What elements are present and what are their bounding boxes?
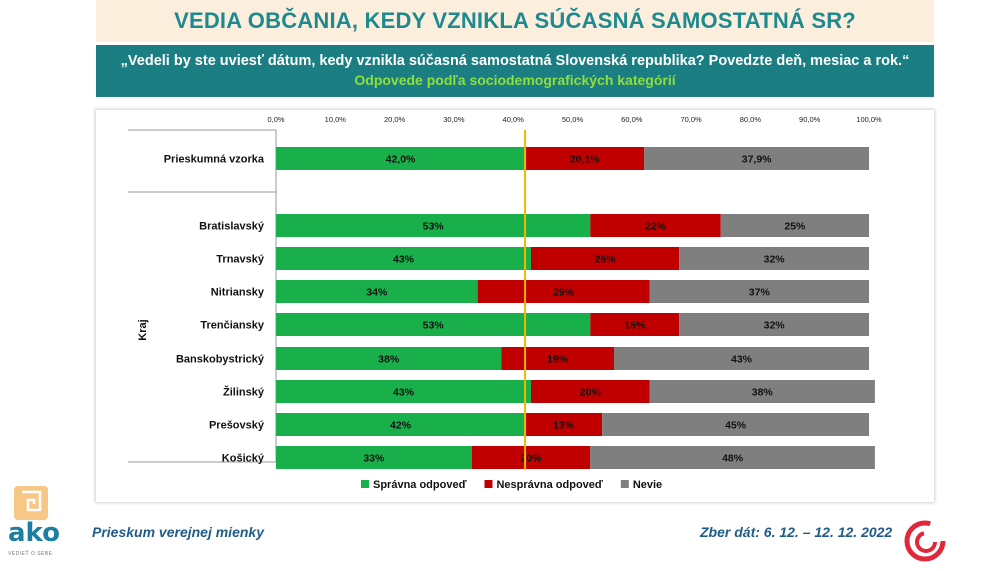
data-label: 20%: [580, 387, 602, 399]
data-label: 25%: [595, 254, 617, 266]
bar-segment: [644, 147, 869, 170]
chart-subtitle: Odpovede podľa sociodemografických kateg…: [354, 72, 676, 88]
chart-panel: 0,0% 10,0% 20,0% 30,0% 40,0% 50,0% 60,0% 70,0% 8…: [96, 110, 934, 502]
data-label: 48%: [722, 453, 744, 465]
bar-segment: [276, 347, 502, 370]
legend-label: Nevie: [633, 479, 662, 491]
data-label: 32%: [764, 254, 786, 266]
legend-swatch: [484, 480, 493, 488]
category-label: Banskobystrický: [176, 354, 265, 366]
category-label: Nitriansky: [211, 287, 265, 299]
bar-segment: [530, 247, 680, 270]
logo-text: ako: [8, 518, 60, 548]
bar-segment: [276, 413, 526, 436]
x-tick-label: 10,0%: [325, 115, 347, 124]
data-label: 29%: [553, 287, 575, 299]
stacked-bar-chart: 0,0% 10,0% 20,0% 30,0% 40,0% 50,0% 60,0% 70,0% 8…: [128, 115, 882, 491]
category-label: Košický: [222, 453, 265, 465]
data-label: 20%: [520, 453, 542, 465]
data-label: 45%: [725, 420, 747, 432]
bar-segment: [590, 313, 680, 336]
question-band: „Vedeli by ste uviesť dátum, kedy vznikl…: [96, 45, 934, 97]
x-tick-label: 0,0%: [267, 115, 284, 124]
category-label: Trnavský: [216, 254, 265, 266]
data-label: 43%: [393, 387, 415, 399]
x-tick-label: 70,0%: [680, 115, 702, 124]
title-band: VEDIA OBČANIA, KEDY VZNIKLA SÚČASNÁ SAMO…: [96, 0, 934, 42]
data-label: 42,0%: [386, 154, 416, 166]
bar-segment: [614, 347, 869, 370]
bar-segment: [276, 147, 526, 170]
data-label: 53%: [423, 221, 445, 233]
category-label: Žilinský: [223, 386, 265, 399]
footer-collection-date: Zber dát: 6. 12. – 12. 12. 2022: [700, 524, 893, 540]
survey-question: „Vedeli by ste uviesť dátum, kedy vznikl…: [120, 53, 910, 69]
bar-segment: [501, 347, 615, 370]
data-label: 20,1%: [570, 154, 600, 166]
x-tick-label: 40,0%: [503, 115, 525, 124]
data-label: 43%: [731, 354, 753, 366]
category-label: Bratislavský: [199, 221, 265, 233]
x-tick-label: 30,0%: [443, 115, 465, 124]
bar-segment: [590, 446, 875, 469]
bar-segment: [649, 380, 875, 403]
bar-segment: [477, 280, 650, 303]
logo-tagline: VEDIEŤ O SEBE: [8, 551, 53, 557]
bar-segment: [679, 247, 869, 270]
ovo-logo-icon: [904, 520, 946, 562]
x-tick-label: 60,0%: [621, 115, 643, 124]
bar-segment: [471, 446, 591, 469]
bar-segment: [679, 313, 869, 336]
bar-segment: [276, 446, 472, 469]
data-label: 43%: [393, 254, 415, 266]
legend-swatch: [620, 480, 629, 488]
data-label: 15%: [624, 320, 646, 332]
x-tick-label: 100,0%: [856, 115, 882, 124]
legend-label: Nesprávna odpoveď: [496, 479, 602, 491]
data-label: 25%: [784, 221, 806, 233]
data-label: 34%: [366, 287, 388, 299]
data-label: 32%: [764, 320, 786, 332]
bar-segment: [276, 214, 591, 237]
data-label: 37,9%: [742, 154, 772, 166]
category-label: Trenčiansky: [200, 320, 264, 332]
bar-segment: [602, 413, 869, 436]
data-label: 19%: [547, 354, 569, 366]
bar-segment: [276, 380, 531, 403]
data-label: 13%: [553, 420, 575, 432]
x-tick-label: 50,0%: [562, 115, 584, 124]
category-label: Prešovský: [209, 420, 265, 432]
legend-label: Správna odpoveď: [373, 479, 467, 491]
bar-segment: [525, 413, 603, 436]
page-title: VEDIA OBČANIA, KEDY VZNIKLA SÚČASNÁ SAMO…: [174, 8, 856, 33]
data-label: 22%: [645, 221, 667, 233]
ako-logo-icon: [14, 486, 48, 520]
bar-segment: [276, 313, 591, 336]
data-label: 38%: [378, 354, 400, 366]
data-label: 37%: [749, 287, 771, 299]
bar-segment: [720, 214, 869, 237]
category-label: Prieskumná vzorka: [164, 154, 265, 166]
data-label: 38%: [752, 387, 774, 399]
bar-segment: [649, 280, 869, 303]
group-label: Kraj: [137, 319, 149, 340]
x-tick-label: 90,0%: [799, 115, 821, 124]
footer-survey-name: Prieskum verejnej mienky: [92, 524, 264, 540]
data-label: 42%: [390, 420, 412, 432]
bar-segment: [590, 214, 721, 237]
bar-segment: [276, 280, 478, 303]
bar-segment: [276, 247, 531, 270]
bar-segment: [525, 147, 645, 170]
legend-swatch: [361, 480, 369, 488]
bar-segment: [530, 380, 650, 403]
data-label: 33%: [363, 453, 385, 465]
data-label: 53%: [423, 320, 445, 332]
x-tick-label: 80,0%: [740, 115, 762, 124]
x-tick-label: 20,0%: [384, 115, 406, 124]
